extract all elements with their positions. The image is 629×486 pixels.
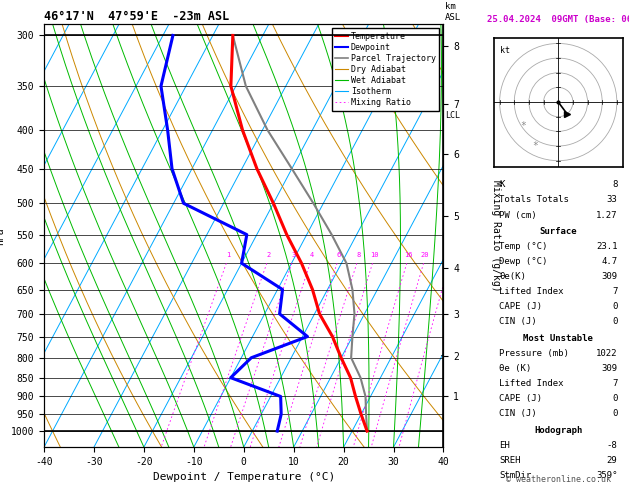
- X-axis label: Dewpoint / Temperature (°C): Dewpoint / Temperature (°C): [153, 472, 335, 483]
- Text: K: K: [499, 180, 504, 190]
- Text: StmDir: StmDir: [499, 471, 531, 480]
- Y-axis label: Mixing Ratio (g/kg): Mixing Ratio (g/kg): [491, 180, 501, 292]
- Text: kt: kt: [499, 46, 509, 55]
- Text: 3: 3: [292, 252, 296, 258]
- Text: 0: 0: [612, 394, 618, 403]
- Text: Hodograph: Hodograph: [534, 426, 582, 435]
- Text: 4: 4: [310, 252, 314, 258]
- Text: 23.1: 23.1: [596, 242, 618, 251]
- Text: 359°: 359°: [596, 471, 618, 480]
- Legend: Temperature, Dewpoint, Parcel Trajectory, Dry Adiabat, Wet Adiabat, Isotherm, Mi: Temperature, Dewpoint, Parcel Trajectory…: [331, 29, 439, 111]
- Text: *: *: [520, 121, 526, 131]
- Text: Temp (°C): Temp (°C): [499, 242, 547, 251]
- Text: 0: 0: [612, 302, 618, 312]
- Text: 20: 20: [421, 252, 430, 258]
- Text: 8: 8: [612, 180, 618, 190]
- Text: 1022: 1022: [596, 349, 618, 358]
- Text: 29: 29: [607, 456, 618, 465]
- Text: EH: EH: [499, 441, 509, 450]
- Text: SREH: SREH: [499, 456, 520, 465]
- Text: Most Unstable: Most Unstable: [523, 334, 593, 343]
- Text: LCL: LCL: [445, 111, 460, 120]
- Text: 25.04.2024  09GMT (Base: 06): 25.04.2024 09GMT (Base: 06): [487, 15, 629, 24]
- Text: *: *: [532, 141, 538, 151]
- Text: 10: 10: [370, 252, 379, 258]
- Text: 0: 0: [612, 317, 618, 327]
- Text: 33: 33: [607, 195, 618, 205]
- Text: km
ASL: km ASL: [445, 2, 462, 22]
- Text: Lifted Index: Lifted Index: [499, 287, 564, 296]
- Text: 0: 0: [612, 409, 618, 418]
- Text: 7: 7: [612, 379, 618, 388]
- Text: 1: 1: [226, 252, 230, 258]
- Text: 4.7: 4.7: [601, 257, 618, 266]
- Text: Dewp (°C): Dewp (°C): [499, 257, 547, 266]
- Text: Surface: Surface: [540, 227, 577, 236]
- Text: Lifted Index: Lifted Index: [499, 379, 564, 388]
- Text: CIN (J): CIN (J): [499, 317, 537, 327]
- Text: 309: 309: [601, 272, 618, 281]
- Text: CIN (J): CIN (J): [499, 409, 537, 418]
- Text: PW (cm): PW (cm): [499, 210, 537, 220]
- Text: Pressure (mb): Pressure (mb): [499, 349, 569, 358]
- Text: 309: 309: [601, 364, 618, 373]
- Text: θe(K): θe(K): [499, 272, 526, 281]
- Text: -8: -8: [607, 441, 618, 450]
- Text: θe (K): θe (K): [499, 364, 531, 373]
- Y-axis label: hPa: hPa: [0, 227, 5, 244]
- Text: 2: 2: [267, 252, 271, 258]
- Text: 7: 7: [612, 287, 618, 296]
- Text: Totals Totals: Totals Totals: [499, 195, 569, 205]
- Text: © weatheronline.co.uk: © weatheronline.co.uk: [506, 474, 611, 484]
- Text: 16: 16: [404, 252, 413, 258]
- Text: 8: 8: [357, 252, 360, 258]
- Text: CAPE (J): CAPE (J): [499, 302, 542, 312]
- Text: 6: 6: [337, 252, 341, 258]
- Text: 46°17'N  47°59'E  -23m ASL: 46°17'N 47°59'E -23m ASL: [44, 10, 230, 23]
- Text: 1.27: 1.27: [596, 210, 618, 220]
- Text: CAPE (J): CAPE (J): [499, 394, 542, 403]
